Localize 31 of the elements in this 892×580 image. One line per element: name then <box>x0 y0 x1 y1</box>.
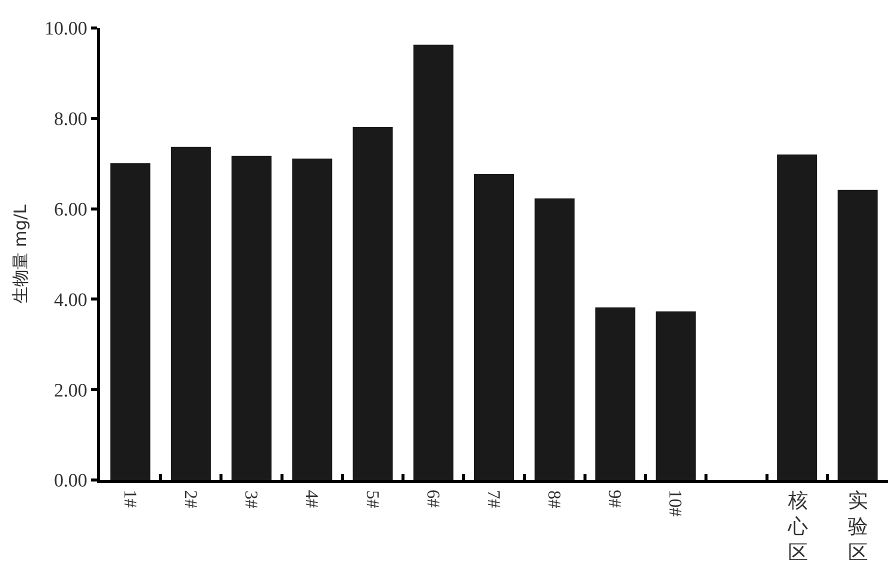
bar <box>777 154 818 480</box>
bar <box>413 44 454 480</box>
x-tick-label: 6# <box>423 490 444 508</box>
x-tick-label: 3# <box>242 490 262 508</box>
bar <box>838 190 878 480</box>
y-tick-label: 2.00 <box>54 380 88 402</box>
x-tick-label: 10# <box>665 490 686 517</box>
y-tick-label: 8.00 <box>54 109 88 130</box>
x-tick-label: 1# <box>120 490 140 508</box>
y-tick-label: 0.00 <box>54 470 88 492</box>
bar <box>534 198 575 480</box>
x-tick-label: 7# <box>484 490 504 508</box>
bar <box>595 307 636 480</box>
bar <box>232 156 272 480</box>
bar <box>110 163 150 480</box>
x-tick-label: 实验区 <box>848 490 868 564</box>
x-tick-label: 9# <box>605 490 626 508</box>
bar <box>352 126 393 480</box>
bar <box>292 158 332 480</box>
x-tick-label: 核心区 <box>787 490 808 564</box>
y-tick-label: 6.00 <box>54 199 88 220</box>
x-tick-label: 5# <box>362 490 383 508</box>
x-tick-label: 4# <box>302 490 322 508</box>
x-tick-label: 8# <box>544 490 565 508</box>
bar <box>656 311 696 480</box>
x-tick-label: 2# <box>180 490 201 508</box>
y-tick-label: 10.00 <box>44 18 88 40</box>
bar <box>474 174 514 480</box>
y-axis-title: 生物量 mg/L <box>11 204 31 304</box>
bar <box>170 146 211 480</box>
y-tick-label: 4.00 <box>54 290 88 311</box>
